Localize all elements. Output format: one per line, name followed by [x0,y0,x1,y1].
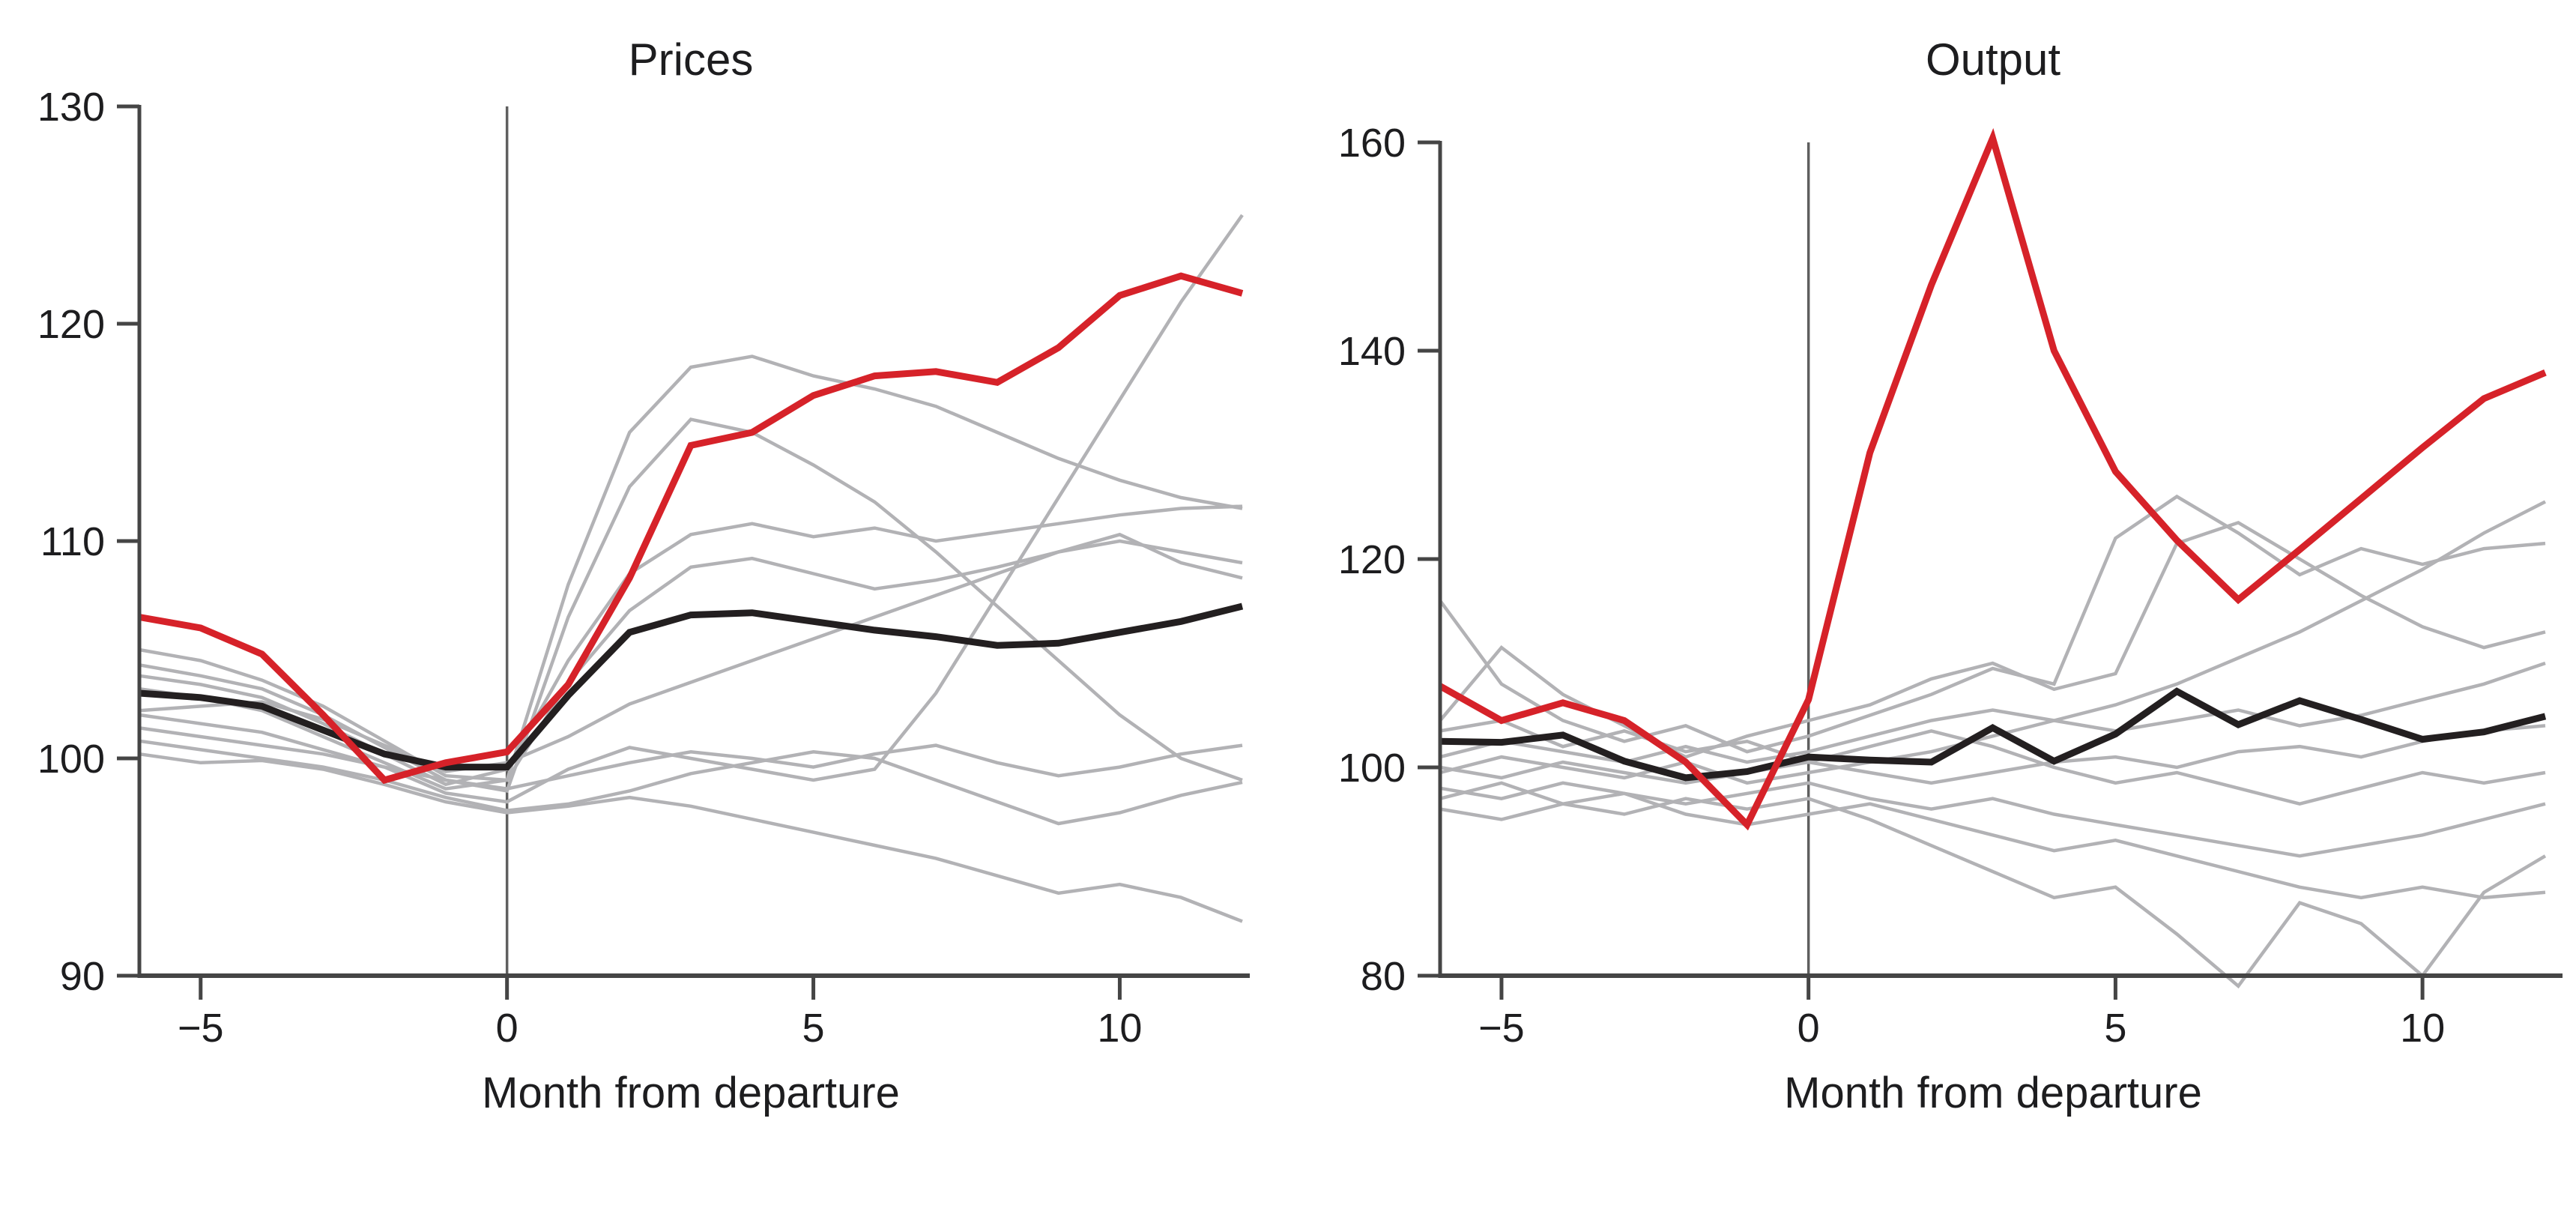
series-line-gray_1 [139,354,1243,782]
x-tick-label: −5 [178,1006,224,1051]
series-line-gray_8 [1439,791,2546,900]
series-line-gray_2 [139,417,1243,794]
series-line-black_mean_line [1439,687,2547,782]
y-tick-label: 140 [1338,329,1406,374]
prices-title: Prices [629,34,754,85]
series-line-gray_7 [1439,781,2547,989]
x-tick-label: 10 [2400,1006,2445,1051]
series-line-gray_5 [139,214,1244,804]
series-line-gray_6 [139,532,1243,773]
series-line-gray_8 [139,739,1243,826]
x-tick-label: 5 [802,1006,825,1051]
series-line-black_mean_line [139,603,1244,771]
series-line-gray_1 [1439,494,2546,754]
y-tick-label: 120 [37,302,105,347]
prices-series-group [139,214,1244,923]
x-tick-label: 0 [1798,1006,1820,1051]
y-tick-label: 110 [40,519,105,564]
series-line-gray_6 [1439,781,2546,858]
x-tick-label: 0 [496,1006,518,1051]
y-tick-label: 80 [1361,954,1406,999]
series-line-gray_5 [1439,724,2546,785]
series-line-gray_2 [1439,520,2546,759]
output-title: Output [1926,34,2061,85]
x-tick-label: 5 [2104,1006,2126,1051]
y-tick-label: 130 [37,85,105,130]
panel-output: 80 100 120 140 160 −5 0 5 10 Output Month from d… [1338,34,2563,1117]
y-tick-label: 100 [1338,746,1406,791]
series-line-gray_7 [139,726,1243,791]
series-line-gray_9 [139,752,1243,923]
output-series-group [1438,127,2547,989]
prices-axes-group [117,104,1250,1000]
x-tick-label: 10 [1097,1006,1142,1051]
y-tick-label: 100 [37,737,105,782]
output-xlabel: Month from departure [1784,1069,2202,1117]
series-line-gray_9 [1439,719,2546,806]
output-axes-group [1418,140,2563,1000]
series-line-gray_3 [1439,500,2547,785]
series-line-gray_3 [139,504,1243,787]
x-tick-label: −5 [1478,1006,1525,1051]
y-tick-label: 120 [1338,537,1406,582]
y-tick-label: 90 [60,954,105,999]
panel-prices: 90 100 110 120 130 −5 0 5 10 Prices Month from d… [37,34,1250,1117]
y-tick-label: 160 [1338,121,1406,166]
series-line-red_highlight_line [139,272,1244,785]
series-line-red_highlight_line [1438,127,2547,831]
prices-tick-labels-group: 90 100 110 120 130 −5 0 5 10 [37,85,1143,1051]
prices-xlabel: Month from departure [482,1069,900,1117]
output-tick-labels-group: 80 100 120 140 160 −5 0 5 10 [1338,121,2445,1051]
